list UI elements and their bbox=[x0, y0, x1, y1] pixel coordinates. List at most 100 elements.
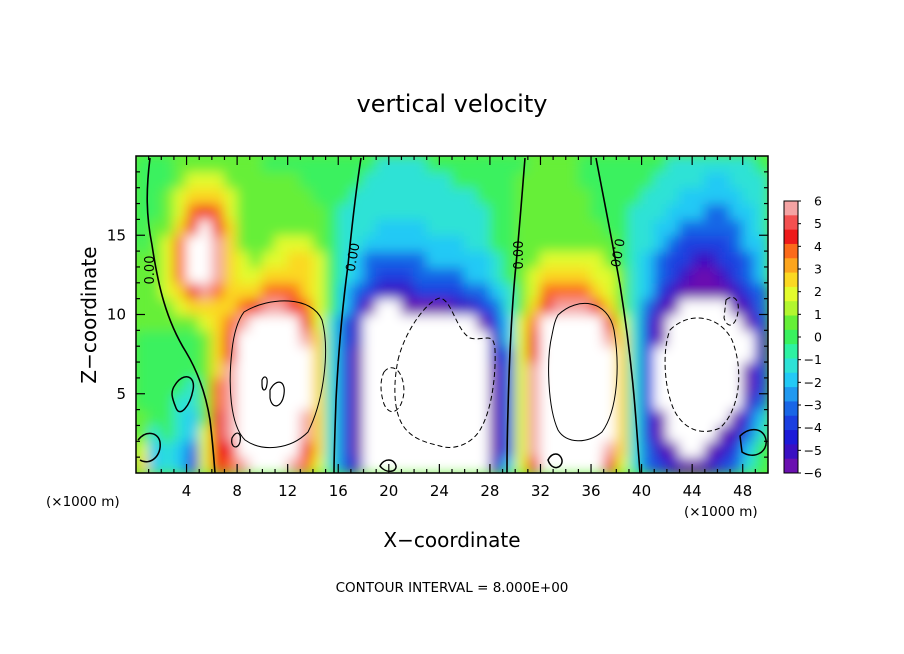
heatmap-cell bbox=[603, 456, 617, 473]
zero-contour-small-1 bbox=[171, 376, 195, 413]
heatmap-cell bbox=[464, 456, 478, 473]
heatmap-cell bbox=[476, 377, 491, 395]
heatmap-cell bbox=[552, 171, 567, 189]
heatmap-cell bbox=[223, 298, 238, 316]
heatmap-cell bbox=[136, 298, 150, 316]
heatmap-cell bbox=[552, 456, 567, 473]
colorbar-labels: 6 5 4 3 2 1 0 −1 −2 −3 −4 −5 −6 bbox=[798, 194, 822, 481]
heatmap-cell bbox=[666, 409, 681, 427]
heatmap-cell bbox=[375, 393, 390, 411]
heatmap-cell bbox=[666, 234, 681, 252]
heatmap-cell bbox=[653, 156, 668, 173]
heatmap-cell bbox=[628, 313, 643, 331]
heatmap-cell bbox=[527, 282, 542, 300]
heatmap-cell bbox=[641, 218, 655, 236]
chart-title: vertical velocity bbox=[357, 90, 548, 118]
heatmap-cell bbox=[464, 171, 478, 189]
heatmap-cell bbox=[628, 377, 643, 395]
updraft-inner-loop-2 bbox=[261, 376, 268, 391]
heatmap-cell bbox=[666, 377, 681, 395]
heatmap-cell bbox=[426, 218, 440, 236]
heatmap-cell bbox=[400, 171, 415, 189]
heatmap-cell bbox=[514, 393, 529, 411]
heatmap-cell bbox=[413, 393, 428, 411]
heatmap-cell bbox=[438, 156, 453, 173]
heatmap-cell bbox=[173, 456, 188, 473]
heatmap-cell bbox=[185, 282, 200, 300]
heatmap-cell bbox=[388, 298, 403, 316]
heatmap-cell bbox=[476, 393, 491, 411]
heatmap-cell bbox=[577, 266, 592, 284]
heatmap-cell bbox=[565, 234, 579, 252]
heatmap-cell bbox=[451, 456, 466, 473]
heatmap-cell bbox=[501, 266, 516, 284]
heatmap-cell bbox=[691, 377, 706, 395]
heatmap-cell bbox=[451, 266, 466, 284]
heatmap-cell bbox=[337, 156, 352, 173]
heatmap-cell bbox=[729, 266, 744, 284]
heatmap-cell bbox=[287, 202, 301, 220]
heatmap-cell bbox=[375, 377, 390, 395]
heatmap-cell bbox=[742, 171, 756, 189]
heatmap-cell bbox=[236, 440, 251, 458]
heatmap-cell bbox=[375, 218, 390, 236]
heatmap-cell bbox=[136, 456, 150, 473]
heatmap-cell bbox=[552, 298, 567, 316]
heatmap-cell bbox=[464, 218, 478, 236]
heatmap-cell bbox=[287, 329, 301, 347]
heatmap-cell bbox=[653, 266, 668, 284]
heatmap-cell bbox=[539, 409, 554, 427]
heatmap-cell bbox=[603, 345, 617, 363]
heatmap-cell bbox=[173, 266, 188, 284]
heatmap-cell bbox=[274, 361, 289, 379]
heatmap-cell bbox=[438, 409, 453, 427]
heatmap-cell bbox=[565, 440, 579, 458]
heatmap-cell bbox=[577, 234, 592, 252]
heatmap-cell bbox=[603, 377, 617, 395]
heatmap-cell bbox=[426, 250, 440, 268]
heatmap-cell bbox=[400, 202, 415, 220]
heatmap-cell bbox=[691, 282, 706, 300]
heatmap-cell bbox=[185, 250, 200, 268]
heatmap-cell bbox=[325, 218, 339, 236]
heatmap-cell bbox=[577, 424, 592, 442]
heatmap-cell bbox=[678, 377, 693, 395]
heatmap-cell bbox=[211, 361, 226, 379]
heatmap-cell bbox=[173, 361, 188, 379]
heatmap-cell bbox=[211, 250, 226, 268]
heatmap-cell bbox=[704, 393, 719, 411]
heatmap-cell bbox=[742, 187, 756, 205]
heatmap-cell bbox=[261, 266, 276, 284]
heatmap-cell bbox=[325, 456, 339, 473]
heatmap-cell bbox=[136, 345, 150, 363]
x-tick-label: 28 bbox=[480, 482, 499, 500]
heatmap-cell bbox=[476, 156, 491, 173]
heatmap-cell bbox=[249, 361, 263, 379]
heatmap-cell bbox=[754, 345, 768, 363]
heatmap-cell bbox=[211, 171, 226, 189]
heatmap-cell bbox=[729, 424, 744, 442]
heatmap-cell bbox=[312, 282, 327, 300]
heatmap-cell bbox=[426, 313, 440, 331]
heatmap-cell bbox=[362, 282, 377, 300]
heatmap-cell bbox=[666, 171, 681, 189]
heatmap-cell bbox=[287, 156, 301, 173]
heatmap-cell bbox=[742, 218, 756, 236]
heatmap-cell bbox=[426, 377, 440, 395]
heatmap-cell bbox=[742, 298, 756, 316]
heatmap-cell bbox=[464, 345, 478, 363]
heatmap-cell bbox=[362, 313, 377, 331]
heatmap-cell bbox=[641, 329, 655, 347]
heatmap-cell bbox=[678, 282, 693, 300]
heatmap-cell bbox=[299, 377, 314, 395]
heatmap-cell bbox=[236, 187, 251, 205]
heatmap-cell bbox=[438, 345, 453, 363]
heatmap-cell bbox=[173, 409, 188, 427]
heatmap-cell bbox=[375, 156, 390, 173]
heatmap-cell bbox=[539, 218, 554, 236]
x-tick-label: 16 bbox=[329, 482, 348, 500]
heatmap-cell bbox=[628, 424, 643, 442]
heatmap-cell bbox=[312, 361, 327, 379]
heatmap-cell bbox=[729, 456, 744, 473]
y-tick-labels: 5 10 15 bbox=[107, 226, 126, 403]
